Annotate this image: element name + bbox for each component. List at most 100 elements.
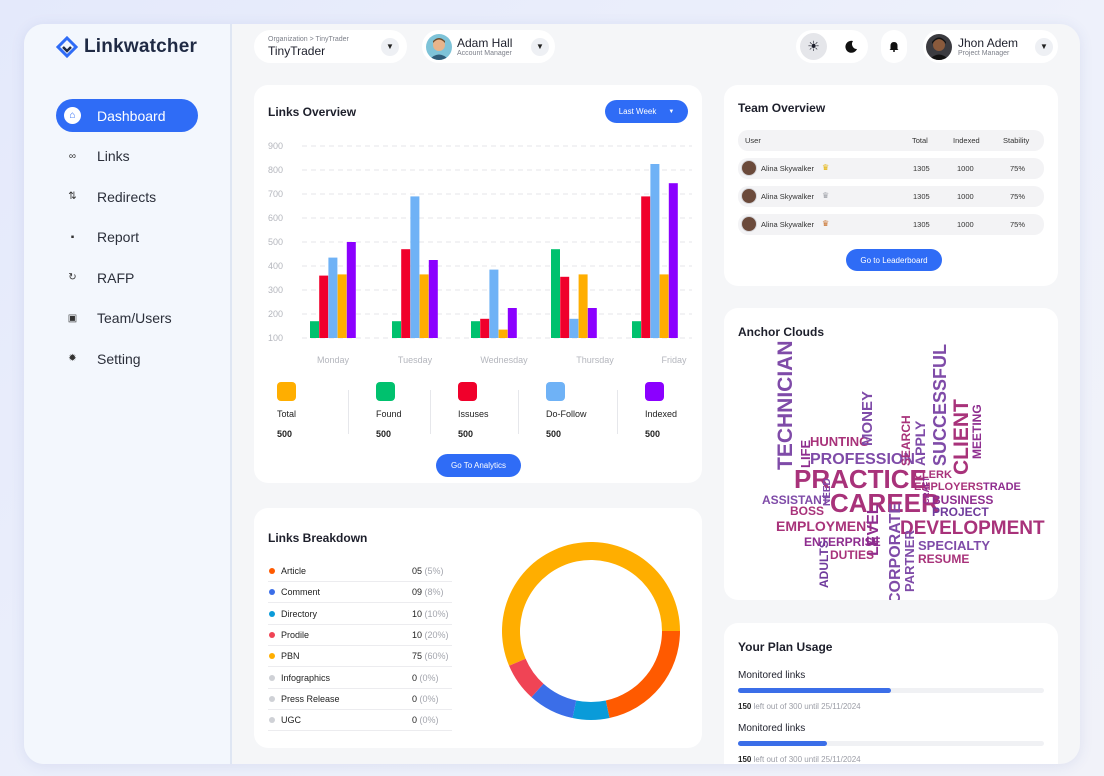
plan-used: 150	[738, 702, 752, 711]
bar-total-friday[interactable]	[659, 274, 669, 338]
breakdown-count: 0	[412, 715, 418, 726]
sun-icon[interactable]: ☀	[800, 33, 827, 60]
bar-issuses-monday[interactable]	[319, 275, 329, 338]
team-row[interactable]: Alina Skywalker ♛ 1305 1000 75%	[738, 214, 1044, 235]
bar-total-monday[interactable]	[337, 274, 347, 338]
sidebar-item-rafp[interactable]: ↻ RAFP	[56, 261, 198, 294]
team-overview-card: Team Overview User Total Indexed Stabili…	[724, 85, 1058, 286]
legend-divider	[430, 390, 431, 434]
legend-swatch	[376, 382, 395, 401]
sidebar-item-report[interactable]: ▪ Report	[56, 221, 198, 254]
member-name: Alina Skywalker	[761, 164, 814, 173]
cloud-word: ENTERPRISE	[804, 535, 881, 549]
cloud-word: BOSS	[790, 504, 824, 518]
bar-total-tuesday[interactable]	[419, 274, 429, 338]
breakdown-value: 05 (5%)	[412, 566, 444, 576]
bar-total-wednesday[interactable]	[498, 329, 508, 338]
bar-indexed-friday[interactable]	[668, 183, 678, 338]
go-to-leaderboard-button[interactable]: Go to Leaderboard	[846, 249, 942, 271]
bar-issuses-friday[interactable]	[641, 196, 651, 338]
breakdown-name: Infographics	[281, 672, 331, 683]
legend-label: Total	[277, 409, 297, 419]
member-indexed: 1000	[957, 164, 974, 173]
y-tick-label: 200	[268, 309, 283, 319]
cloud-word: TRADE	[983, 481, 1021, 493]
moon-icon[interactable]	[837, 33, 864, 60]
sidebar-item-label: Dashboard	[97, 107, 166, 124]
chevron-down-icon[interactable]: ▼	[531, 37, 549, 56]
bar-issuses-thursday[interactable]	[560, 276, 570, 338]
donut-chart	[502, 542, 680, 720]
manager-role: Account Manager	[457, 50, 512, 57]
cloud-word: SUCCESSFUL	[930, 344, 950, 466]
donut-slice-article[interactable]	[605, 631, 680, 719]
donut-slice-pbn[interactable]	[502, 542, 680, 666]
legend-swatch	[458, 382, 477, 401]
bar-indexed-tuesday[interactable]	[428, 260, 438, 338]
trophy-icon: ♛	[822, 219, 830, 228]
breakdown-value: 10 (10%)	[412, 609, 449, 619]
donut-slice-directory[interactable]	[572, 700, 610, 720]
cloud-word: CRAFT	[922, 477, 931, 504]
donut-slice-comment[interactable]	[531, 683, 577, 719]
account-manager[interactable]: Adam Hall Account Manager ▼	[422, 30, 555, 63]
team-row[interactable]: Alina Skywalker ♛ 1305 1000 75%	[738, 158, 1044, 179]
breakdown-value: 75 (60%)	[412, 651, 449, 661]
plan-item-label: Monitored links	[738, 670, 806, 681]
go-to-analytics-button[interactable]: Go To Analytics	[436, 454, 521, 477]
bar-issuses-wednesday[interactable]	[480, 318, 490, 338]
plan-item-note: 150 left out of 300 until 25/11/2024	[738, 702, 861, 711]
legend-divider	[518, 390, 519, 434]
org-selector[interactable]: Organization > TinyTrader TinyTrader ▼	[254, 30, 407, 63]
sidebar-item-redirects[interactable]: ⇅ Redirects	[56, 180, 198, 213]
plan-usage-title: Your Plan Usage	[738, 640, 833, 654]
sidebar-item-setting[interactable]: ✹ Setting	[56, 342, 198, 375]
bar-found-wednesday[interactable]	[471, 321, 480, 338]
chevron-down-icon[interactable]: ▼	[381, 37, 399, 56]
bar-indexed-wednesday[interactable]	[507, 308, 517, 338]
breakdown-percent: (8%)	[424, 587, 444, 598]
legend-item-issuses: Issuses 500	[458, 382, 489, 439]
bar-do-follow-monday[interactable]	[328, 257, 338, 338]
cloud-word: PROFESSION	[810, 451, 915, 468]
member-indexed: 1000	[957, 192, 974, 201]
range-dropdown[interactable]: Last Week ▼	[605, 100, 688, 123]
legend-divider	[348, 390, 349, 434]
bar-indexed-thursday[interactable]	[587, 308, 597, 338]
sidebar-item-dashboard[interactable]: ⌂ Dashboard	[56, 99, 198, 132]
bar-do-follow-friday[interactable]	[650, 164, 660, 338]
chevron-down-icon[interactable]: ▼	[1035, 37, 1053, 56]
bar-do-follow-thursday[interactable]	[569, 318, 579, 338]
sidebar-item-links[interactable]: ∞ Links	[56, 140, 198, 173]
sidebar-item-team-users[interactable]: ▣ Team/Users	[56, 302, 198, 335]
breakdown-row-press-release: Press Release 0 (0%)	[268, 689, 452, 710]
sidebar-item-label: Links	[97, 148, 130, 164]
bar-do-follow-tuesday[interactable]	[410, 196, 420, 338]
legend-dot	[269, 717, 275, 724]
app-logo[interactable]: Linkwatcher	[56, 36, 197, 58]
user-role: Project Manager	[958, 50, 1010, 57]
bar-issuses-tuesday[interactable]	[401, 249, 411, 338]
legend-item-total: Total 500	[277, 382, 296, 439]
user-menu[interactable]: Jhon Adem Project Manager ▼	[923, 30, 1058, 63]
plan-note-text: left out of 300 until 25/11/2024	[751, 755, 861, 764]
bar-do-follow-wednesday[interactable]	[489, 269, 499, 338]
donut-slice-prodile[interactable]	[509, 658, 544, 698]
bar-found-monday[interactable]	[310, 321, 319, 338]
notifications-button[interactable]	[881, 30, 907, 63]
breakdown-count: 10	[412, 608, 423, 619]
legend-label: Found	[376, 409, 402, 419]
bar-total-thursday[interactable]	[578, 274, 588, 338]
cloud-word: CLERK	[914, 469, 952, 481]
user-avatar	[926, 33, 952, 60]
member-avatar	[741, 188, 757, 204]
bar-found-friday[interactable]	[632, 321, 641, 338]
bar-found-thursday[interactable]	[551, 249, 560, 338]
legend-item-found: Found 500	[376, 382, 402, 439]
bar-indexed-monday[interactable]	[346, 242, 356, 338]
member-name: Alina Skywalker	[761, 220, 814, 229]
breakdown-row-article: Article 05 (5%)	[268, 561, 452, 582]
breakdown-count: 0	[412, 672, 418, 683]
bar-found-tuesday[interactable]	[392, 321, 401, 338]
team-row[interactable]: Alina Skywalker ♛ 1305 1000 75%	[738, 186, 1044, 207]
